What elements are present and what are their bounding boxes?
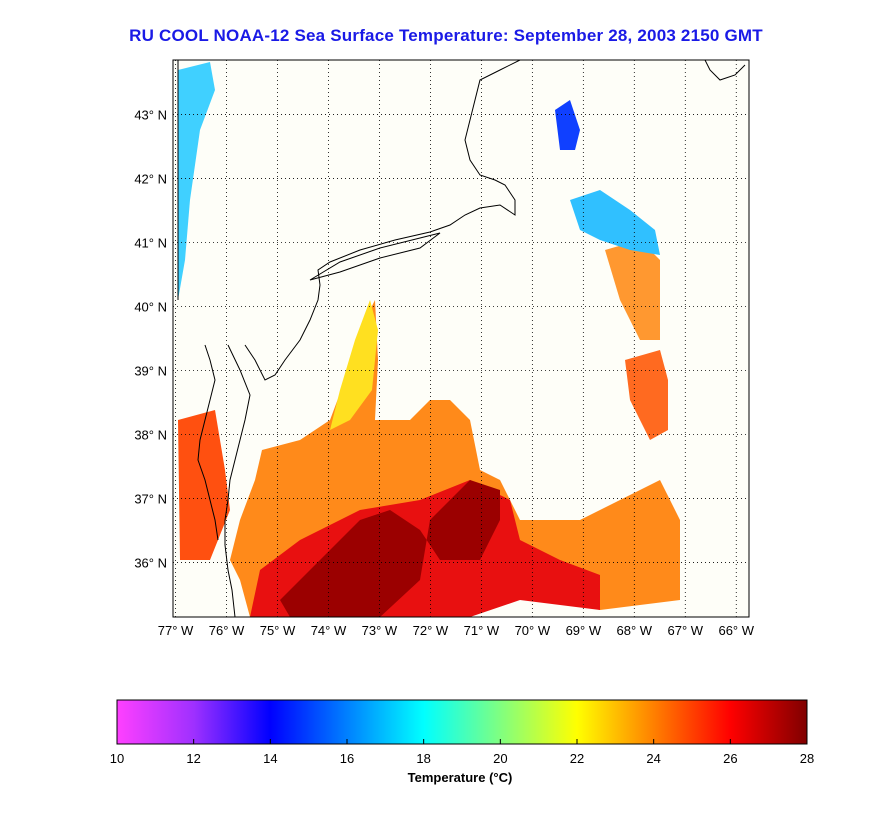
colorbar-tick-label: 18 <box>416 751 430 766</box>
sst-region-gulfstream-core <box>280 480 500 617</box>
lat-tick-label: 38° N <box>134 428 167 443</box>
lon-tick-label: 68° W <box>617 623 653 638</box>
lon-tick-label: 67° W <box>668 623 704 638</box>
colorbar-ticks: 10 12 14 16 18 20 22 24 26 28 <box>110 739 814 766</box>
lon-tick-label: 77° W <box>158 623 194 638</box>
sst-region-east-blue <box>555 100 580 150</box>
sst-region-north-strip <box>178 62 215 300</box>
coastline-mid-atlantic <box>177 60 521 381</box>
sst-region-east-edge <box>625 350 668 440</box>
coastline-long-island <box>309 232 441 281</box>
sst-region-yellow-plume <box>330 300 378 430</box>
lon-tick-label: 76° W <box>209 623 245 638</box>
map-layers <box>173 60 749 617</box>
colorbar-tick-label: 10 <box>110 751 124 766</box>
map-title: RU COOL NOAA-12 Sea Surface Temperature:… <box>129 26 763 45</box>
colorbar-tick-label: 14 <box>263 751 277 766</box>
lon-tick-label: 70° W <box>515 623 551 638</box>
lat-tick-label: 37° N <box>134 492 167 507</box>
sst-region-east-shelf <box>605 240 660 340</box>
lon-tick-label: 72° W <box>413 623 449 638</box>
longitude-labels: 77° W 76° W 75° W 74° W 73° W 72° W 71° W 70° W… <box>158 623 755 638</box>
colorbar-tick-label: 26 <box>723 751 737 766</box>
sst-region-east-cold <box>570 190 660 255</box>
coastline-delmarva <box>224 344 251 617</box>
lat-tick-label: 43° N <box>134 107 167 122</box>
lon-tick-label: 73° W <box>362 623 398 638</box>
map-frame <box>172 59 750 618</box>
coastline-layer <box>177 60 746 617</box>
lon-tick-label: 66° W <box>718 623 754 638</box>
lat-lon-grid <box>173 60 749 617</box>
coastline-nova-scotia <box>704 60 746 81</box>
lat-tick-label: 42° N <box>134 171 167 186</box>
lon-tick-label: 69° W <box>566 623 602 638</box>
colorbar-tick-label: 24 <box>646 751 660 766</box>
colorbar-tick-label: 20 <box>493 751 507 766</box>
lon-tick-label: 75° W <box>260 623 296 638</box>
lon-tick-label: 74° W <box>311 623 347 638</box>
colorbar-gradient <box>116 699 808 745</box>
sst-data-layer <box>178 62 680 617</box>
colorbar-tick-label: 22 <box>570 751 584 766</box>
sst-region-bay-warm <box>178 410 230 560</box>
colorbar-tick-label: 12 <box>186 751 200 766</box>
lat-tick-label: 41° N <box>134 235 167 250</box>
lat-tick-label: 36° N <box>134 556 167 571</box>
colorbar-label: Temperature (°C) <box>408 770 513 785</box>
colorbar-tick-label: 16 <box>340 751 354 766</box>
coastline-chesapeake <box>197 344 219 541</box>
latitude-labels: 36° N 37° N 38° N 39° N 40° N 41° N 42° N 43° N <box>134 107 167 570</box>
lat-tick-label: 39° N <box>134 364 167 379</box>
lat-tick-label: 40° N <box>134 299 167 314</box>
colorbar-tick-label: 28 <box>800 751 814 766</box>
lon-tick-label: 71° W <box>464 623 500 638</box>
